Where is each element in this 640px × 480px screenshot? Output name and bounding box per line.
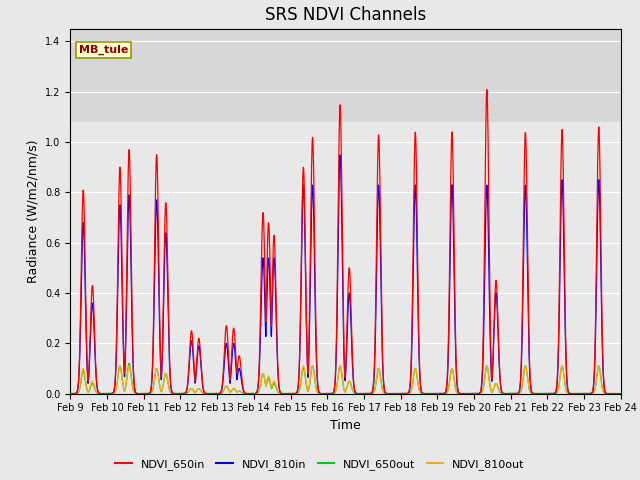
- Legend: NDVI_650in, NDVI_810in, NDVI_650out, NDVI_810out: NDVI_650in, NDVI_810in, NDVI_650out, NDV…: [111, 455, 529, 474]
- Text: MB_tule: MB_tule: [79, 45, 128, 56]
- X-axis label: Time: Time: [330, 419, 361, 432]
- Bar: [70, 29, 621, 122]
- Y-axis label: Radiance (W/m2/nm/s): Radiance (W/m2/nm/s): [27, 140, 40, 283]
- Title: SRS NDVI Channels: SRS NDVI Channels: [265, 6, 426, 24]
